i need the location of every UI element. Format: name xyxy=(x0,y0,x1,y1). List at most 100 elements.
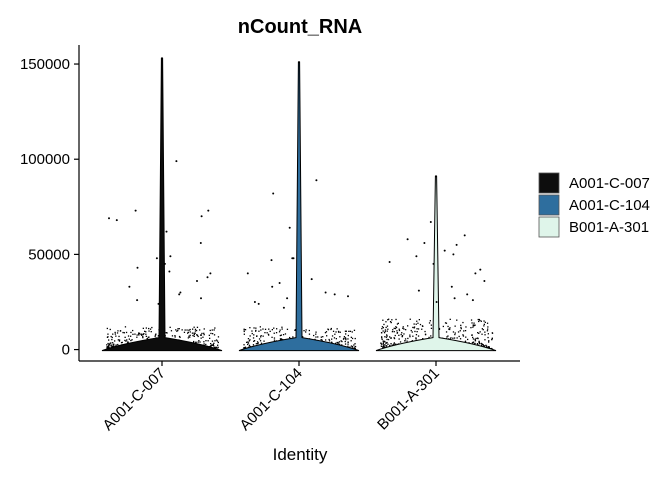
jitter-point xyxy=(210,343,212,345)
jitter-point xyxy=(107,333,109,335)
violin-group xyxy=(101,57,223,352)
jitter-point xyxy=(421,325,424,327)
jitter-point xyxy=(252,337,255,339)
jitter-point xyxy=(473,325,475,327)
jitter-point xyxy=(478,340,480,342)
jitter-point xyxy=(347,341,349,343)
jitter-point xyxy=(391,344,393,346)
jitter-point xyxy=(189,328,191,331)
jitter-point xyxy=(176,330,178,332)
jitter-point xyxy=(480,345,483,347)
jitter-point xyxy=(449,318,451,320)
violin-body xyxy=(101,57,223,352)
jitter-point xyxy=(255,330,257,332)
jitter-point xyxy=(345,330,347,332)
jitter-point xyxy=(382,346,384,348)
outlier-point xyxy=(298,61,300,64)
jitter-point xyxy=(125,331,128,334)
jitter-point xyxy=(415,323,417,325)
jitter-point xyxy=(401,335,403,337)
outlier-point xyxy=(271,285,274,288)
jitter-point xyxy=(351,337,354,340)
jitter-point xyxy=(409,318,411,320)
jitter-point xyxy=(412,335,414,337)
jitter-point xyxy=(387,343,389,345)
jitter-point xyxy=(294,329,296,331)
jitter-point xyxy=(335,338,337,340)
jitter-point xyxy=(212,333,214,335)
jitter-point xyxy=(196,326,199,328)
outlier-point xyxy=(257,302,260,305)
jitter-point xyxy=(456,319,458,321)
jitter-point xyxy=(271,329,273,331)
jitter-point xyxy=(398,334,400,336)
y-tick-label: 0 xyxy=(62,342,70,359)
jitter-point xyxy=(399,341,402,343)
jitter-point xyxy=(474,340,477,342)
jitter-point xyxy=(382,340,384,342)
jitter-point xyxy=(196,334,198,336)
jitter-point xyxy=(215,339,218,341)
jitter-point xyxy=(488,340,490,342)
jitter-point xyxy=(243,329,245,331)
jitter-point xyxy=(483,345,485,347)
jitter-point xyxy=(145,327,147,329)
jitter-point xyxy=(281,326,283,328)
jitter-point xyxy=(473,322,475,324)
x-axis-title: Identity xyxy=(273,445,328,464)
outlier-point xyxy=(453,297,456,300)
jitter-point xyxy=(243,347,245,349)
jitter-point xyxy=(386,338,388,341)
jitter-point xyxy=(136,334,138,336)
outlier-point xyxy=(406,238,409,241)
outlier-point xyxy=(435,175,437,178)
jitter-point xyxy=(154,335,156,337)
legend-swatch xyxy=(538,194,560,216)
jitter-point xyxy=(351,345,354,348)
jitter-point xyxy=(385,326,387,329)
jitter-point xyxy=(106,327,108,330)
jitter-point xyxy=(345,337,347,339)
jitter-point xyxy=(384,329,387,331)
jitter-point xyxy=(462,334,464,336)
outlier-point xyxy=(417,289,420,292)
jitter-point xyxy=(337,343,339,345)
jitter-point xyxy=(117,339,119,341)
jitter-point xyxy=(321,339,323,341)
jitter-point xyxy=(279,334,281,337)
outlier-point xyxy=(270,259,273,262)
outlier-point xyxy=(286,297,289,300)
jitter-point xyxy=(294,329,297,331)
jitter-point xyxy=(477,332,479,334)
jitter-point xyxy=(383,332,386,334)
jitter-point xyxy=(189,336,191,338)
jitter-point xyxy=(422,338,424,340)
jitter-point xyxy=(258,338,261,340)
jitter-point xyxy=(406,340,408,342)
outlier-point xyxy=(134,209,137,212)
jitter-point xyxy=(276,328,278,330)
jitter-point xyxy=(479,319,481,322)
jitter-point xyxy=(279,329,281,331)
jitter-point xyxy=(416,331,418,333)
jitter-point xyxy=(184,329,186,331)
jitter-point xyxy=(315,336,317,338)
outlier-point xyxy=(443,249,446,252)
jitter-point xyxy=(381,343,383,345)
jitter-point xyxy=(255,343,257,345)
outlier-point xyxy=(199,242,202,244)
jitter-point xyxy=(445,331,448,333)
jitter-point xyxy=(331,338,333,340)
jitter-point xyxy=(449,327,451,329)
jitter-point xyxy=(450,337,452,339)
jitter-point xyxy=(139,332,141,335)
jitter-point xyxy=(386,335,388,337)
jitter-point xyxy=(395,326,397,328)
jitter-point xyxy=(266,332,268,334)
outlier-point xyxy=(292,257,295,260)
jitter-point xyxy=(177,328,179,330)
jitter-point xyxy=(479,343,481,345)
jitter-point xyxy=(107,345,110,347)
jitter-point xyxy=(438,328,441,330)
jitter-point xyxy=(409,334,411,336)
